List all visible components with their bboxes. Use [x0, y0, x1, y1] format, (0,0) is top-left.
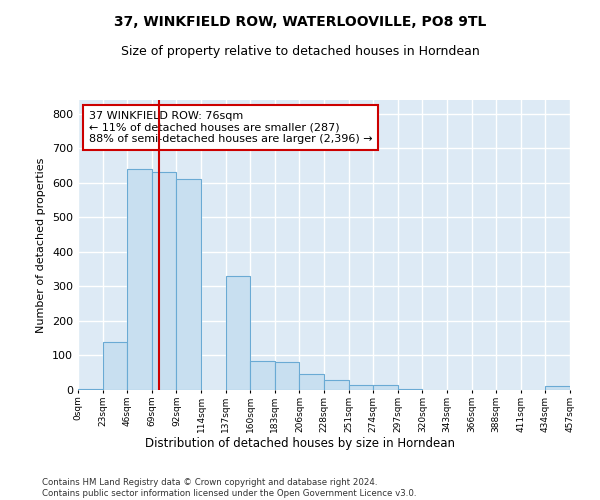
- Text: Contains HM Land Registry data © Crown copyright and database right 2024.
Contai: Contains HM Land Registry data © Crown c…: [42, 478, 416, 498]
- Text: 37, WINKFIELD ROW, WATERLOOVILLE, PO8 9TL: 37, WINKFIELD ROW, WATERLOOVILLE, PO8 9T…: [114, 15, 486, 29]
- Bar: [324, 380, 349, 390]
- Text: Distribution of detached houses by size in Horndean: Distribution of detached houses by size …: [145, 438, 455, 450]
- Bar: [373, 385, 398, 390]
- Text: 37 WINKFIELD ROW: 76sqm
← 11% of detached houses are smaller (287)
88% of semi-d: 37 WINKFIELD ROW: 76sqm ← 11% of detache…: [89, 111, 373, 144]
- Bar: [103, 342, 127, 390]
- Bar: [349, 385, 373, 390]
- Bar: [127, 169, 152, 390]
- Bar: [250, 360, 275, 390]
- Bar: [226, 276, 250, 390]
- Bar: [152, 172, 176, 390]
- Bar: [299, 374, 324, 390]
- Bar: [275, 362, 299, 390]
- Y-axis label: Number of detached properties: Number of detached properties: [37, 158, 46, 332]
- Bar: [545, 386, 570, 390]
- Bar: [176, 180, 201, 390]
- Text: Size of property relative to detached houses in Horndean: Size of property relative to detached ho…: [121, 45, 479, 58]
